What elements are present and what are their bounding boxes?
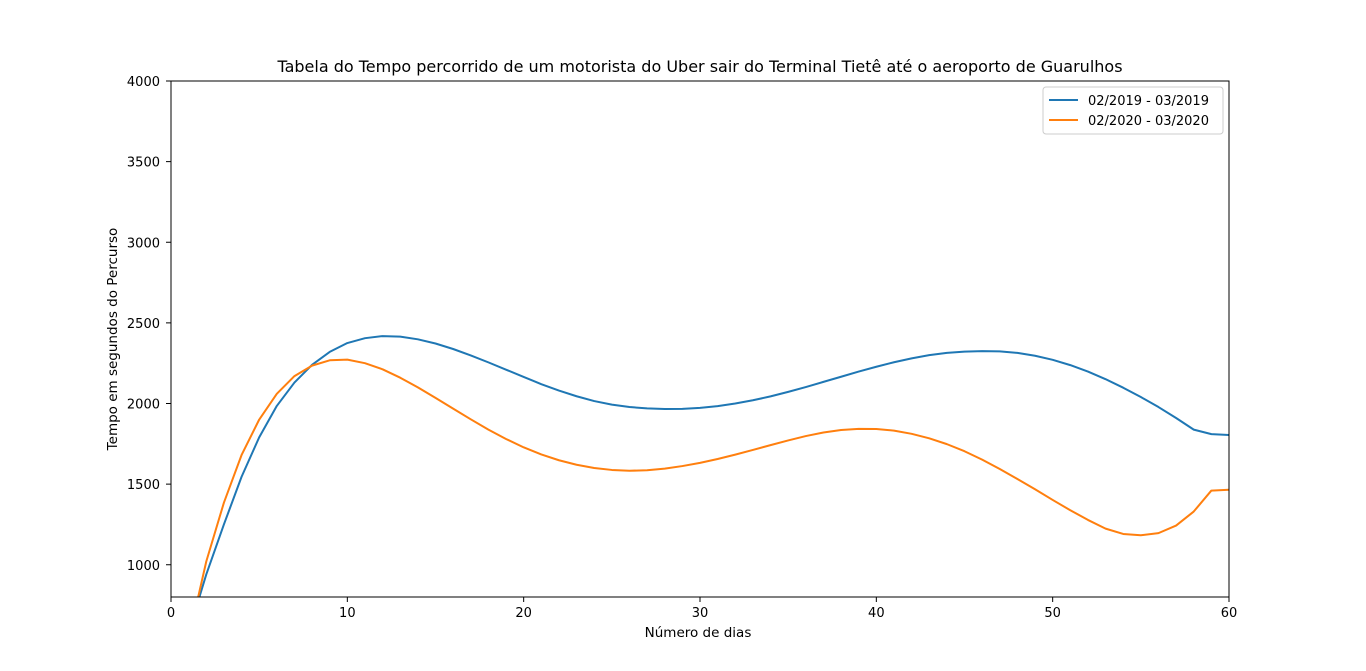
chart-title: Tabela do Tempo percorrido de um motoris… [276,57,1122,76]
series-line-1 [198,335,1229,597]
series-layer [197,335,1229,597]
y-tick-label: 1500 [127,478,160,493]
y-axis-label: Tempo em segundos do Percurso [105,228,121,452]
legend-label-series-2: 02/2020 - 03/2020 [1088,114,1209,129]
y-tick-label: 2500 [127,317,160,332]
y-tick-label: 3000 [127,236,160,251]
x-tick-label: 50 [1044,606,1061,621]
legend: 02/2019 - 03/2019 02/2020 - 03/2020 [1042,86,1224,135]
y-tick-label: 4000 [127,75,160,90]
x-tick-label: 60 [1221,606,1238,621]
x-axis-label: Número de dias [645,625,752,641]
legend-box [1042,86,1224,135]
plot-area [170,80,1230,598]
x-tick-label: 10 [339,606,356,621]
x-tick-label: 30 [692,606,709,621]
x-tick-label: 20 [515,606,532,621]
legend-label-series-1: 02/2019 - 03/2019 [1088,94,1209,109]
y-tick-label: 3500 [127,156,160,171]
plot-background [171,81,1229,597]
x-tick-label: 0 [167,606,175,621]
x-axis: 0 10 20 30 40 50 60 [167,597,1237,621]
y-axis: 1000 1500 2000 2500 3000 3500 4000 [127,75,171,574]
y-tick-label: 1000 [127,559,160,574]
y-tick-label: 2000 [127,398,160,413]
series-line-2 [197,358,1229,597]
x-tick-label: 40 [868,606,885,621]
